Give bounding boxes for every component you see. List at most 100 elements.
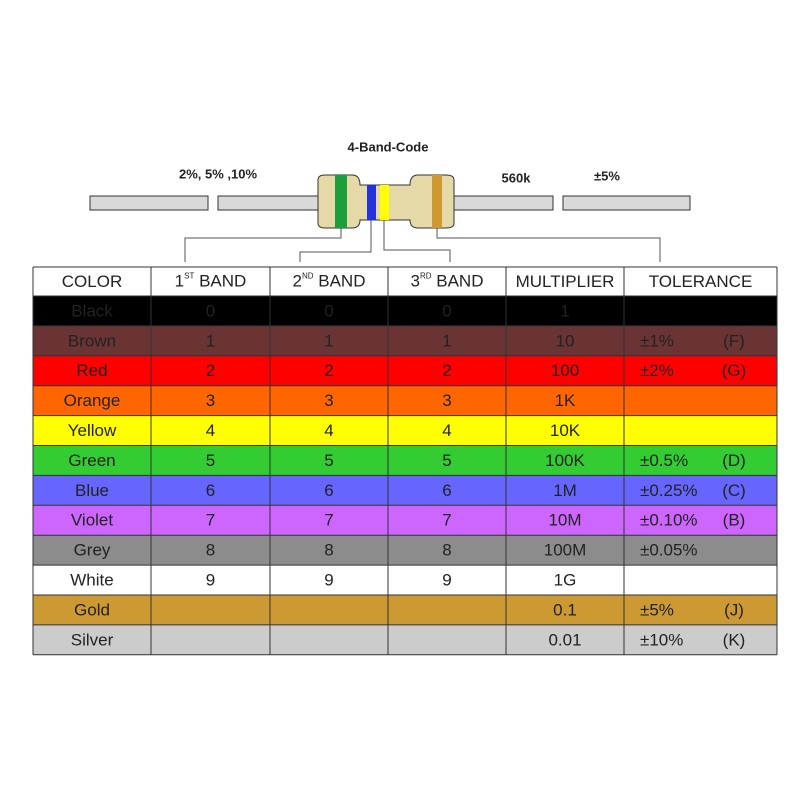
color-table: COLOR 1ST BAND 2ND BAND 3RD BAND MULTIPLIER T… bbox=[32, 266, 778, 656]
band-digit: 1 bbox=[324, 331, 333, 350]
lead bbox=[89, 195, 209, 211]
header-main: 3 bbox=[411, 272, 420, 291]
band-digit: 9 bbox=[206, 571, 215, 590]
band-digit: 5 bbox=[442, 451, 451, 470]
header-sup: RD bbox=[420, 272, 432, 281]
band-digit: 2 bbox=[206, 361, 215, 380]
header-row bbox=[33, 267, 777, 296]
row-background bbox=[33, 355, 777, 386]
band-digit: 9 bbox=[442, 571, 451, 590]
tolerance: ±0.10% bbox=[640, 511, 698, 530]
band-digit: 7 bbox=[442, 511, 451, 530]
header-sup: ND bbox=[302, 272, 314, 281]
multiplier: 10M bbox=[548, 511, 581, 530]
header-cell: MULTIPLIER bbox=[516, 272, 615, 291]
row-background bbox=[33, 535, 777, 566]
band-digit: 8 bbox=[324, 541, 333, 560]
connector bbox=[184, 228, 342, 262]
color-name: Green bbox=[68, 451, 115, 470]
header-cell: TOLERANCE bbox=[649, 272, 753, 291]
tolerance: ±0.25% bbox=[640, 481, 698, 500]
color-name: Yellow bbox=[68, 421, 117, 440]
header-rest: BAND bbox=[194, 272, 246, 291]
connector bbox=[299, 220, 372, 262]
tolerance-code: (F) bbox=[723, 331, 745, 350]
band-digit: 2 bbox=[324, 361, 333, 380]
color-name: Grey bbox=[74, 541, 111, 560]
band-digit: 4 bbox=[206, 421, 215, 440]
row-background bbox=[33, 505, 777, 536]
tolerance: ±1% bbox=[640, 331, 674, 350]
value-label: 560k bbox=[502, 170, 532, 185]
band-label: 2%, 5% ,10% bbox=[179, 166, 257, 181]
multiplier: 1M bbox=[553, 481, 577, 500]
band-digit: 0 bbox=[206, 301, 215, 320]
multiplier: 1K bbox=[555, 391, 576, 410]
color-name: Orange bbox=[64, 391, 121, 410]
header-cell: 3RD BAND bbox=[411, 272, 484, 291]
band-digit: 1 bbox=[206, 331, 215, 350]
row-background bbox=[33, 415, 777, 446]
color-name: Gold bbox=[74, 600, 110, 619]
row-background bbox=[33, 445, 777, 476]
tolerance: ±10% bbox=[640, 630, 683, 649]
color-name: Blue bbox=[75, 481, 109, 500]
row-background bbox=[33, 325, 777, 356]
band-digit: 6 bbox=[442, 481, 451, 500]
band-digit: 4 bbox=[442, 421, 451, 440]
header-cell: COLOR bbox=[62, 272, 122, 291]
row-background bbox=[33, 595, 777, 625]
header-main: 1 bbox=[175, 272, 184, 291]
color-name: Violet bbox=[71, 511, 113, 530]
resistor bbox=[89, 174, 691, 262]
band-digit: 3 bbox=[206, 391, 215, 410]
color-name: Red bbox=[76, 361, 107, 380]
multiplier: 10K bbox=[550, 421, 581, 440]
tolerance: ±0.5% bbox=[640, 451, 688, 470]
band-digit: 5 bbox=[324, 451, 333, 470]
lead bbox=[562, 195, 691, 211]
multiplier: 100M bbox=[544, 541, 587, 560]
row-background bbox=[33, 475, 777, 506]
row-background bbox=[33, 385, 777, 416]
header-sup: ST bbox=[184, 272, 194, 281]
band-digit: 9 bbox=[324, 571, 333, 590]
band-digit: 0 bbox=[324, 301, 333, 320]
band-digit: 6 bbox=[324, 481, 333, 500]
row-background bbox=[33, 565, 777, 595]
color-name: Silver bbox=[71, 630, 114, 649]
tolerance-code: (G) bbox=[722, 361, 747, 380]
row-background bbox=[33, 296, 777, 326]
lead bbox=[217, 195, 319, 211]
header-cell: 2ND BAND bbox=[293, 272, 366, 291]
connector bbox=[383, 220, 451, 262]
tolerance: ±0.05% bbox=[640, 541, 698, 560]
row-background bbox=[33, 624, 777, 655]
multiplier: 1G bbox=[554, 571, 577, 590]
band-digit: 6 bbox=[206, 481, 215, 500]
multiplier: 1 bbox=[560, 301, 569, 320]
band-digit: 3 bbox=[324, 391, 333, 410]
header-rest: BAND bbox=[314, 272, 366, 291]
tolerance-code: (J) bbox=[724, 600, 744, 619]
tolerance-code: (K) bbox=[723, 630, 746, 649]
band-digit: 3 bbox=[442, 391, 451, 410]
band bbox=[432, 175, 442, 228]
color-name: White bbox=[70, 571, 113, 590]
color-name: Black bbox=[71, 301, 113, 320]
band-digit: 4 bbox=[324, 421, 333, 440]
multiplier: 10 bbox=[556, 331, 575, 350]
band bbox=[335, 175, 347, 228]
tolerance-code: (D) bbox=[722, 451, 746, 470]
band-digit: 0 bbox=[442, 301, 451, 320]
lead bbox=[451, 195, 554, 211]
tolerance-label: ±5% bbox=[594, 168, 620, 183]
tolerance-code: (B) bbox=[723, 511, 746, 530]
band bbox=[367, 185, 376, 220]
band-digit: 7 bbox=[206, 511, 215, 530]
band-digit: 1 bbox=[442, 331, 451, 350]
band-digit: 8 bbox=[206, 541, 215, 560]
band-digit: 7 bbox=[324, 511, 333, 530]
band-digit: 8 bbox=[442, 541, 451, 560]
